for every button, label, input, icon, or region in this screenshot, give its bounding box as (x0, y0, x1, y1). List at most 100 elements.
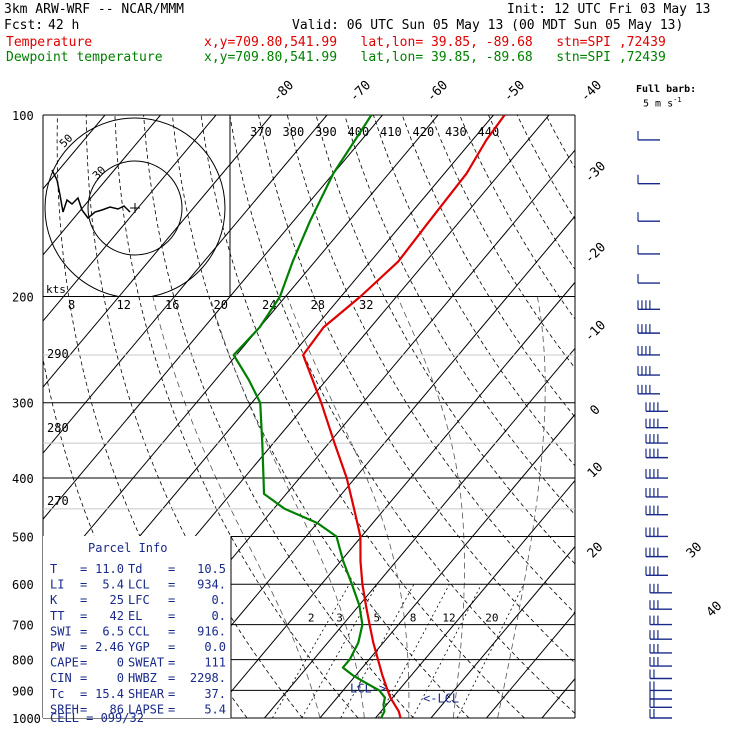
init-time: Init: 12 UTC Fri 03 May 13 (507, 2, 711, 17)
parcel-key: SWEAT (128, 656, 164, 670)
parcel-panel-bg (43, 536, 231, 718)
temperature-legend: Temperature (6, 35, 93, 50)
parcel-key: YGP (128, 640, 150, 654)
hodograph-ring-30 (87, 160, 183, 256)
barb-legend-unit-text: 5 m s (643, 98, 674, 110)
wind-barb (637, 274, 660, 284)
wind-barb (649, 698, 672, 709)
dry-adiabat (632, 115, 740, 718)
parcel-equals: = (80, 687, 87, 701)
pressure-tick-label: 800 (12, 654, 34, 668)
wind-barb (645, 434, 668, 444)
parcel-value: 86 (110, 702, 124, 716)
parcel-info-panel: Parcel Info T = 11.0 Td = 10.5 LI = 5.4 LCL = 934. K =… (43, 536, 232, 725)
pressure-tick-label: 500 (12, 530, 34, 544)
wind-barb (637, 345, 660, 356)
theta-label: 370 (250, 125, 272, 139)
wind-barb (637, 300, 660, 310)
isotherm-line (153, 215, 575, 718)
parcel-equals: = (80, 640, 87, 654)
wind-barb (649, 681, 672, 692)
parcel-key: HWBZ (128, 671, 157, 685)
mixing-ratio-label: 20 (485, 612, 498, 625)
wind-barb (637, 174, 660, 185)
dewpoint-location-info: x,y=709.80,541.99 lat,lon= 39.85, -89.68… (204, 50, 666, 65)
parcel-equals: = (80, 656, 87, 670)
parcel-equals: = (80, 702, 87, 716)
parcel-equals: = (168, 578, 175, 592)
parcel-key: Td (128, 562, 142, 576)
wind-barb (649, 689, 672, 700)
moist-adiabat (497, 296, 546, 718)
wind-barb (645, 418, 668, 429)
hodograph-speed-label: 32 (359, 298, 373, 312)
parcel-value: 0. (212, 593, 226, 607)
mixing-ratio-line (412, 584, 482, 718)
theta-left-label: 270 (47, 494, 69, 508)
parcel-key: K (50, 593, 58, 607)
wind-barb (645, 527, 668, 538)
isotherm-top-label: -80 (270, 78, 297, 105)
parcel-key: LCL (128, 578, 150, 592)
forecast-hours: 42 h (48, 18, 80, 33)
parcel-key: LI (50, 578, 64, 592)
dry-adiabat (258, 115, 575, 664)
parcel-value: 934. (197, 578, 226, 592)
hodograph-ring-label: 50 (57, 132, 76, 151)
pressure-tick-label: 100 (12, 109, 34, 123)
parcel-equals: = (80, 578, 87, 592)
wind-barb (645, 487, 668, 498)
theta-label: 410 (380, 125, 402, 139)
mixing-ratio-label: 8 (410, 612, 417, 625)
parcel-value: 10.5 (197, 562, 226, 576)
hodograph-trace (51, 169, 131, 220)
isotherm-line (43, 115, 328, 454)
wind-barb (649, 615, 672, 626)
dry-adiabat (373, 115, 575, 467)
temperature-location-info: x,y=709.80,541.99 lat,lon= 39.85, -89.68… (204, 35, 666, 50)
parcel-key: LFC (128, 593, 150, 607)
isotherm-line (375, 479, 575, 718)
parcel-equals: = (168, 656, 175, 670)
pressure-tick-label: 700 (12, 619, 34, 633)
theta-label: 390 (315, 125, 337, 139)
parcel-value: 25 (110, 593, 124, 607)
parcel-key: SHEAR (128, 687, 165, 701)
wind-barbs (637, 130, 672, 719)
isotherm-top-label: -40 (578, 78, 605, 105)
parcel-value: 6.5 (102, 624, 124, 638)
parcel-key: LAPSE (128, 702, 164, 716)
pressure-tick-label: 900 (12, 684, 34, 698)
wind-barb (649, 643, 672, 654)
wind-barb (649, 709, 672, 719)
isotherm-right-label: 40 (704, 599, 726, 621)
parcel-key: PW (50, 640, 65, 654)
parcel-equals: = (80, 562, 87, 576)
isotherm-line (598, 115, 740, 718)
parcel-key: EL (128, 609, 142, 623)
parcel-key: CIN (50, 671, 72, 685)
parcel-key: SREH (50, 702, 79, 716)
mixing-ratio-lines (272, 584, 524, 718)
parcel-value: 2.46 (95, 640, 124, 654)
mixing-ratio-line (272, 584, 350, 718)
forecast-label: Fcst: (4, 18, 44, 33)
parcel-key: SWI (50, 624, 72, 638)
parcel-value: 0. (212, 609, 226, 623)
hodograph-rings (44, 117, 226, 296)
mixing-ratio-line (301, 584, 378, 718)
theta-label: 420 (413, 125, 435, 139)
hodograph-ring-label: 30 (90, 164, 109, 183)
wind-barb (637, 244, 660, 255)
hodograph-speed-label: 28 (311, 298, 325, 312)
parcel-value: 0 (117, 671, 124, 685)
dry-adiabat (229, 115, 575, 714)
wind-barb (637, 384, 660, 395)
isotherm-right-label: -10 (582, 318, 609, 345)
valid-time: Valid: 06 UTC Sun 05 May 13 (00 MDT Sun … (292, 18, 684, 33)
dry-adiabat (430, 115, 575, 369)
dry-adiabat (401, 115, 575, 418)
isotherm-line (264, 347, 575, 718)
mixing-ratio-label: 5 (374, 612, 381, 625)
